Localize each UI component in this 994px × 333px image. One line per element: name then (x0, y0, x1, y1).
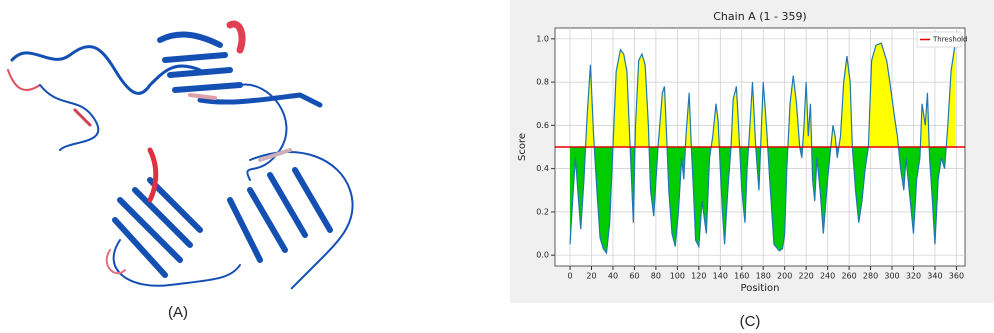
chart-title: Chain A (1 - 359) (713, 10, 806, 23)
x-tick-label: 220 (799, 272, 814, 281)
x-tick-label: 160 (734, 272, 749, 281)
legend-label: Threshold (932, 36, 968, 44)
y-tick-label: 0.0 (536, 251, 549, 260)
x-tick-label: 240 (820, 272, 835, 281)
x-tick-label: 0 (567, 272, 572, 281)
protein-structure (8, 24, 353, 288)
y-tick-label: 0.2 (536, 207, 549, 216)
y-axis-label: Score (517, 133, 528, 161)
x-axis-label: Position (741, 283, 780, 294)
x-tick-label: 120 (691, 272, 706, 281)
figure: 0 20 40 60 80 100 120 140 160 180 200 220 240 260 280 3… (0, 0, 994, 333)
x-tick-label: 300 (884, 272, 899, 281)
y-tick-label: 0.4 (536, 164, 549, 173)
caption: (C) (740, 313, 761, 330)
x-tick-label: 340 (927, 272, 942, 281)
x-tick-label: 200 (777, 272, 792, 281)
x-tick-label: 360 (949, 272, 964, 281)
caption: (A) (168, 304, 188, 321)
x-tick-label: 180 (756, 272, 771, 281)
x-tick-label: 80 (651, 272, 661, 281)
x-tick-label: 140 (713, 272, 728, 281)
x-tick-label: 260 (841, 272, 856, 281)
y-tick-label: 0.6 (536, 121, 549, 130)
x-tick-label: 280 (863, 272, 878, 281)
x-tick-label: 60 (629, 272, 639, 281)
x-tick-label: 320 (906, 272, 921, 281)
y-tick-label: 0.8 (536, 78, 549, 87)
x-tick-label: 20 (586, 272, 596, 281)
y-tick-label: 1.0 (536, 34, 549, 43)
x-tick-label: 100 (670, 272, 685, 281)
x-tick-label: 40 (608, 272, 618, 281)
